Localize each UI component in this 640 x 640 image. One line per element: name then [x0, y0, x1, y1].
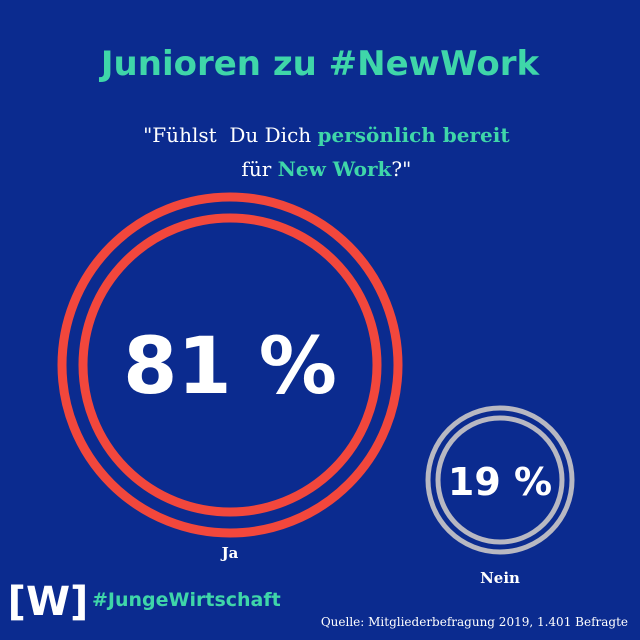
result-value: 81 %	[123, 322, 337, 412]
title: Junioren zu #NewWork	[99, 44, 541, 84]
result-value: 19 %	[448, 460, 552, 504]
ring-outer	[57, 192, 403, 538]
ring-inner	[78, 213, 382, 517]
question-highlight: New Work	[278, 157, 393, 181]
question-line: "Fühlst Du Dich persönlich bereit	[111, 123, 528, 147]
hashtag: #JungeWirtschaft	[92, 589, 281, 611]
source: Quelle: Mitgliederbefragung 2019, 1.401 …	[321, 615, 628, 629]
question-text: ?"	[391, 157, 411, 181]
ring-outer	[425, 405, 575, 555]
result-label: Ja	[220, 544, 239, 562]
ring-inner	[435, 415, 565, 545]
question-text: für	[241, 157, 277, 181]
question-line: für New Work?"	[210, 157, 431, 181]
result-label: Nein	[480, 569, 520, 587]
logo: [W]	[8, 579, 89, 625]
question-text: "Fühlst Du Dich	[143, 123, 317, 147]
question-highlight: persönlich bereit	[318, 123, 511, 147]
